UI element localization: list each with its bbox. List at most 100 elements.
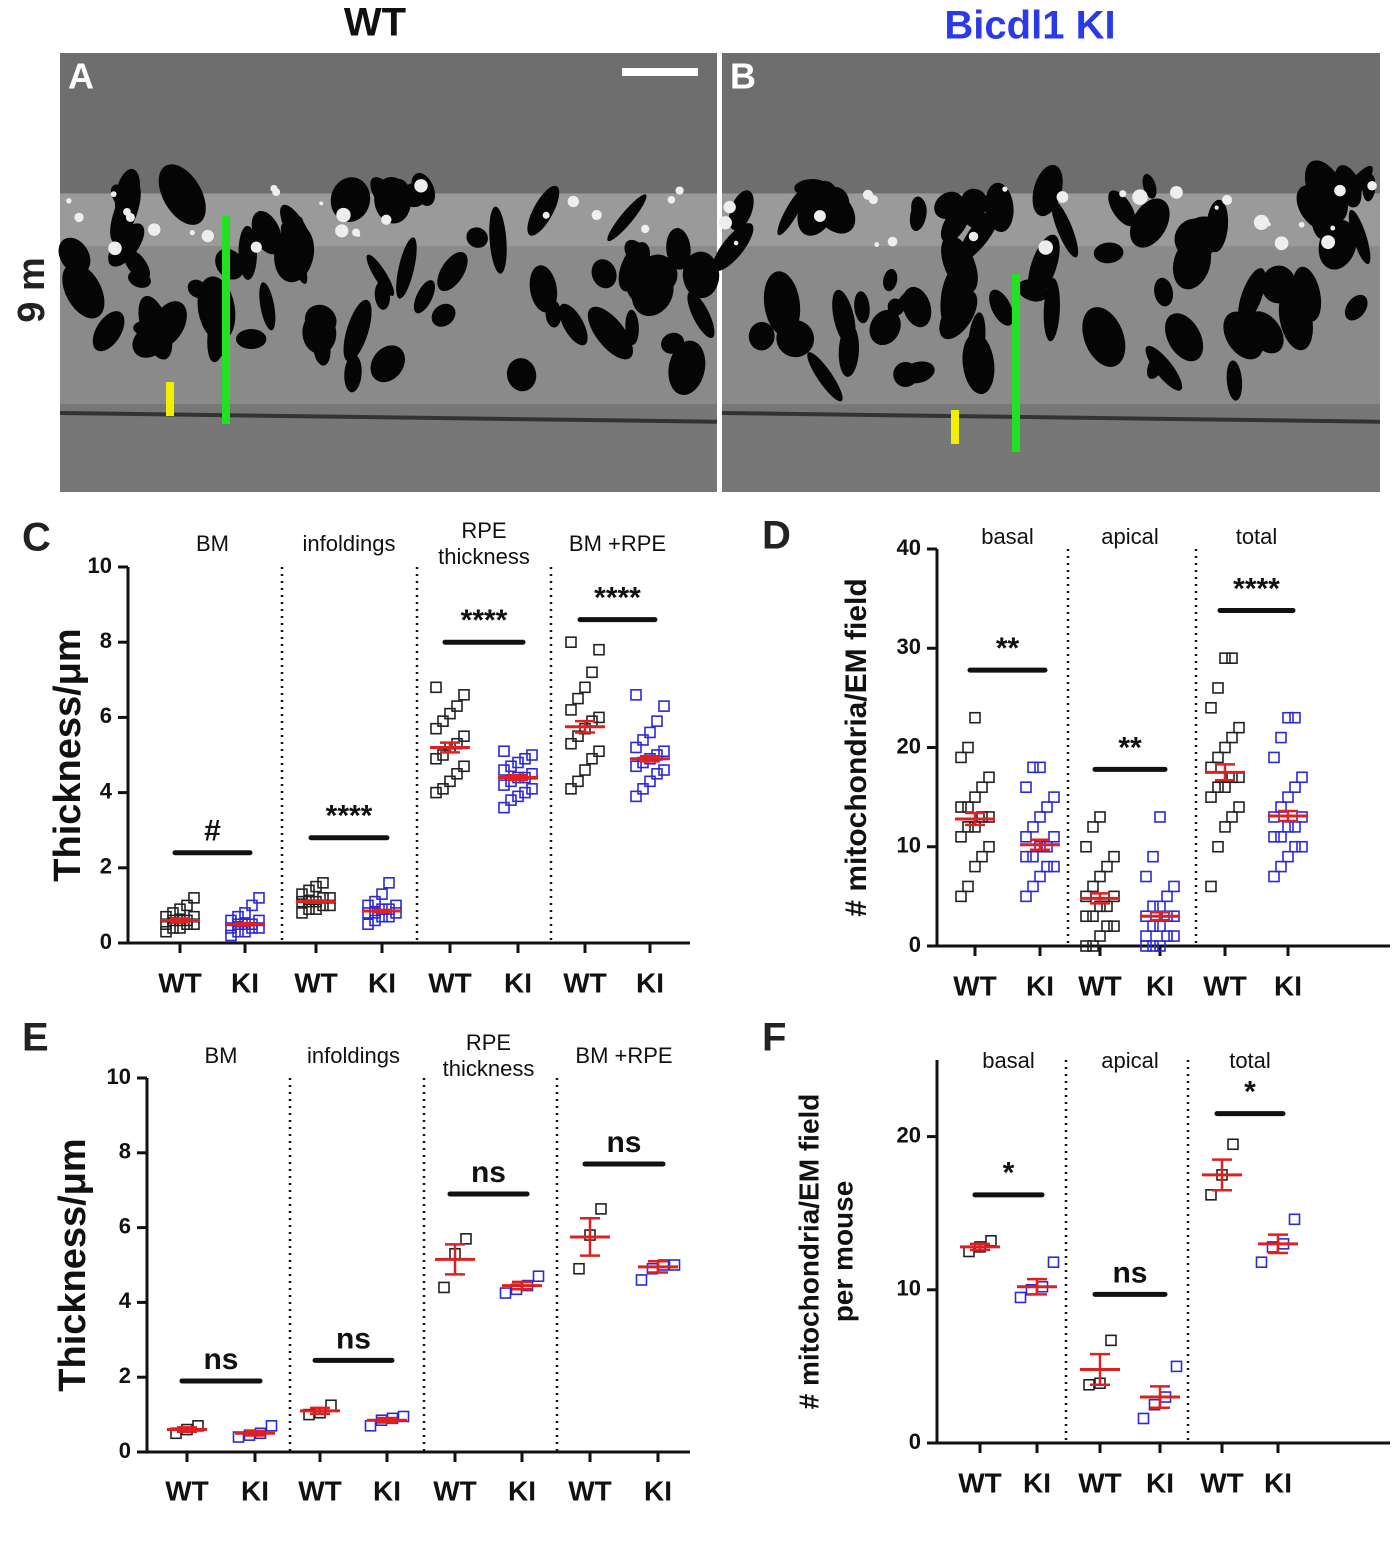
- data-point: [1205, 701, 1217, 714]
- data-point: [1080, 940, 1092, 952]
- data-point: [565, 704, 577, 716]
- melanosome: [1238, 268, 1266, 324]
- data-point: [1226, 811, 1238, 823]
- data-point: [438, 1281, 450, 1294]
- data-point: [1087, 910, 1099, 923]
- data-point: [232, 925, 244, 938]
- data-point: [451, 767, 463, 780]
- data-point: [437, 715, 449, 727]
- data-point: [390, 899, 402, 912]
- vacuole: [414, 179, 428, 193]
- melanosome: [668, 340, 706, 395]
- data-point: [444, 775, 456, 788]
- panel-label: A: [68, 56, 94, 97]
- data-point: [430, 752, 442, 765]
- x-tick-label: KI: [1264, 1467, 1292, 1498]
- melanosome: [748, 321, 775, 351]
- data-point: [498, 801, 510, 814]
- melanosome: [344, 354, 362, 393]
- vacuole: [1119, 190, 1127, 198]
- data-point: [976, 781, 988, 794]
- data-point: [593, 745, 605, 758]
- melanosome: [274, 224, 315, 283]
- data-point: [1205, 880, 1217, 893]
- data-point: [955, 831, 967, 843]
- y-tick-label: 10: [897, 833, 921, 858]
- section-title: apical: [1101, 524, 1158, 549]
- melanosome: [893, 361, 918, 388]
- data-point: [253, 892, 265, 904]
- data-point: [1268, 751, 1280, 764]
- melanosome: [794, 179, 829, 197]
- data-point: [630, 741, 642, 754]
- melanosome: [413, 280, 436, 314]
- data-point: [1205, 791, 1217, 803]
- data-point: [526, 749, 538, 761]
- y-axis-label: Thickness/μm: [52, 1138, 94, 1391]
- data-point: [1094, 870, 1106, 883]
- vacuole: [110, 191, 117, 198]
- data-point: [1048, 831, 1060, 843]
- data-point: [310, 880, 322, 893]
- data-point: [1080, 840, 1092, 853]
- x-tick-label: WT: [165, 1475, 209, 1506]
- vacuole: [1169, 185, 1183, 199]
- y-tick-label: 20: [897, 733, 921, 758]
- data-point: [303, 903, 315, 915]
- data-point: [962, 821, 974, 833]
- x-tick-label: KI: [373, 1475, 401, 1506]
- data-point: [1108, 850, 1120, 863]
- data-point: [565, 636, 577, 649]
- data-point: [437, 783, 449, 795]
- section-title: infoldings: [307, 1043, 400, 1068]
- data-point: [1087, 821, 1099, 833]
- data-point: [1233, 801, 1245, 813]
- data-point: [532, 1270, 545, 1283]
- melanosome: [1051, 200, 1079, 258]
- data-point: [1170, 1360, 1183, 1373]
- melanosome: [989, 289, 1014, 326]
- data-point: [1289, 711, 1301, 724]
- melanosome: [235, 329, 267, 350]
- data-point: [1027, 850, 1039, 863]
- data-point: [246, 899, 258, 912]
- x-tick-label: WT: [1200, 1467, 1244, 1498]
- data-point: [1227, 1138, 1239, 1151]
- data-point: [969, 791, 981, 803]
- vacuole: [335, 224, 349, 238]
- melanosome: [624, 239, 648, 266]
- data-point: [1147, 900, 1159, 913]
- data-point: [1219, 652, 1231, 664]
- vacuole: [147, 223, 161, 236]
- data-point: [1105, 1334, 1117, 1347]
- vacuole: [125, 212, 135, 222]
- data-point: [1027, 821, 1039, 833]
- melanosome: [1344, 294, 1368, 321]
- data-point: [1080, 890, 1092, 903]
- melanosome: [807, 352, 843, 402]
- melanosome: [1154, 277, 1174, 307]
- vacuole: [567, 195, 580, 208]
- data-point: [658, 700, 670, 712]
- x-tick-label: KI: [1146, 1467, 1174, 1498]
- melanosome: [1165, 313, 1204, 362]
- data-point: [1020, 781, 1032, 794]
- data-point: [1255, 1256, 1268, 1269]
- y-axis-label: # mitochondria/EM field: [793, 1094, 824, 1410]
- section-title: basal: [981, 524, 1034, 549]
- data-point: [586, 752, 598, 765]
- vacuole: [1274, 236, 1289, 251]
- melanosome: [370, 345, 406, 383]
- data-point: [430, 722, 442, 735]
- x-tick-label: WT: [294, 967, 338, 998]
- data-point: [1219, 821, 1231, 833]
- melanosome: [1093, 242, 1124, 264]
- data-point: [595, 1203, 607, 1215]
- em-image: B: [712, 53, 1381, 492]
- data-point: [1101, 860, 1113, 873]
- melanosome: [712, 223, 754, 272]
- x-tick-label: KI: [644, 1475, 672, 1506]
- data-point: [1282, 711, 1294, 724]
- data-point: [430, 681, 442, 694]
- significance-label: ****: [1233, 572, 1280, 605]
